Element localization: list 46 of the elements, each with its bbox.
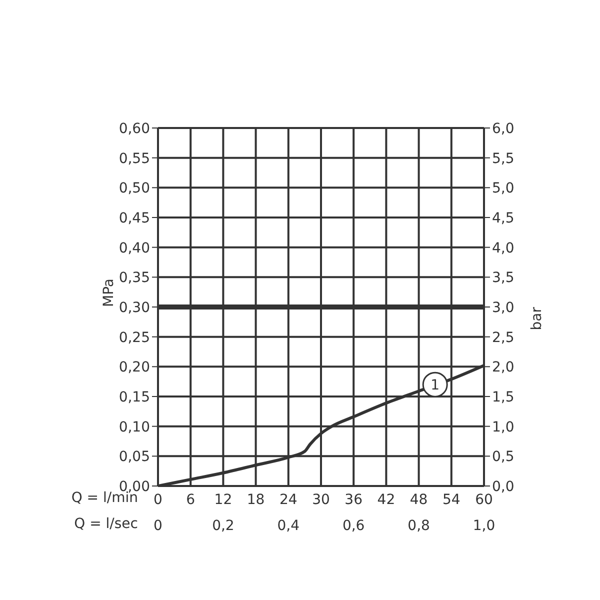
- y2-tick-label: 3,0: [492, 300, 514, 316]
- x-tick-label: 24: [279, 492, 298, 508]
- y2-tick-label: 3,5: [492, 270, 514, 286]
- y-tick-label: 0,55: [118, 150, 150, 167]
- x2-tick-label: 0,4: [277, 518, 300, 534]
- x-tick-label: 30: [312, 492, 330, 508]
- y2-tick-label: 2,5: [492, 330, 514, 346]
- y-tick-label: 0,05: [118, 449, 150, 466]
- y2-tick-label: 2,0: [492, 360, 514, 376]
- x2-tick-label: 0: [154, 518, 162, 534]
- x2-tick-label: 0,2: [212, 518, 234, 534]
- x-tick-label: 12: [214, 492, 232, 508]
- y-tick-label: 0,40: [118, 240, 150, 256]
- y-tick-label: 0,30: [118, 300, 150, 316]
- y-tick-label: 0,35: [118, 270, 150, 286]
- y2-tick-label: 5,0: [492, 180, 514, 197]
- y2-tick-label: 4,0: [492, 240, 514, 256]
- y2-tick-label: 4,5: [492, 210, 514, 226]
- x2-axis-title: Q = l/sec: [74, 516, 138, 532]
- x2-tick-label: 0,8: [408, 518, 430, 534]
- x2-tick-label: 0,6: [342, 518, 365, 534]
- x-tick-label: 36: [344, 492, 363, 508]
- y2-tick-label: 1,5: [492, 389, 514, 406]
- y2-tick-label: 1,0: [492, 419, 514, 436]
- annotation: 1: [430, 378, 440, 394]
- y-tick-label: 0,15: [118, 389, 150, 406]
- x-tick-label: 0: [154, 492, 162, 508]
- x-tick-label: 54: [442, 492, 460, 508]
- y2-tick-label: 0,5: [492, 449, 514, 466]
- y-tick-label: 0,45: [118, 210, 150, 226]
- x-tick-label: 6: [186, 492, 196, 508]
- x-tick-label: 18: [246, 492, 265, 508]
- y-tick-label: 0,20: [118, 360, 150, 376]
- y2-tick-label: 0,0: [492, 478, 514, 495]
- x-tick-label: 42: [377, 492, 396, 508]
- x-tick-label: 60: [475, 492, 493, 508]
- y-axis-title: MPa: [100, 278, 117, 307]
- y2-tick-label: 6,0: [492, 120, 514, 137]
- y2-axis-title: bar: [528, 306, 545, 330]
- y-tick-label: 0,60: [118, 120, 150, 137]
- x2-tick-label: 1,0: [472, 518, 496, 534]
- x-tick-label: 48: [410, 492, 428, 508]
- y2-tick-label: 5,5: [492, 150, 514, 167]
- y-tick-label: 0,25: [118, 330, 150, 346]
- y-tick-label: 0,50: [118, 180, 150, 197]
- y-tick-label: 0,10: [118, 419, 150, 436]
